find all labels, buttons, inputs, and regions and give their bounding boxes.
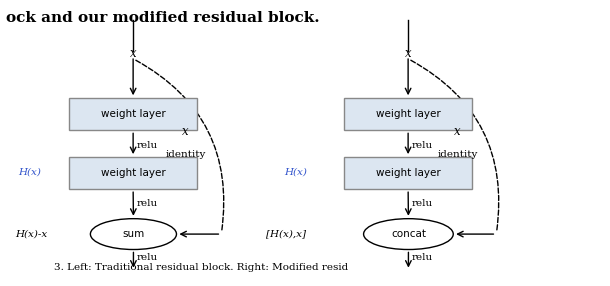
Text: identity: identity (165, 150, 206, 159)
Text: H(x): H(x) (284, 168, 307, 177)
Text: x: x (454, 125, 461, 138)
FancyArrowPatch shape (136, 60, 224, 231)
Text: x: x (130, 47, 137, 60)
Text: x: x (182, 125, 188, 138)
Ellipse shape (364, 219, 453, 249)
Text: weight layer: weight layer (101, 168, 165, 178)
Text: H(x): H(x) (18, 168, 41, 177)
Text: weight layer: weight layer (376, 109, 440, 119)
Text: weight layer: weight layer (376, 168, 440, 178)
Text: relu: relu (411, 253, 432, 262)
Text: sum: sum (123, 229, 145, 239)
FancyArrowPatch shape (411, 60, 499, 231)
Text: relu: relu (137, 199, 157, 208)
Text: [H(x),x]: [H(x),x] (266, 230, 306, 239)
Text: weight layer: weight layer (101, 109, 165, 119)
Text: concat: concat (391, 229, 426, 239)
Text: ock and our modified residual block.: ock and our modified residual block. (6, 11, 320, 25)
Text: identity: identity (437, 150, 478, 159)
Text: relu: relu (411, 199, 432, 208)
Text: relu: relu (411, 141, 432, 150)
FancyBboxPatch shape (69, 98, 198, 130)
FancyBboxPatch shape (344, 157, 472, 189)
FancyBboxPatch shape (69, 157, 198, 189)
FancyBboxPatch shape (344, 98, 472, 130)
Text: relu: relu (137, 141, 157, 150)
Text: 3. Left: Traditional residual block. Right: Modified resid: 3. Left: Traditional residual block. Rig… (54, 263, 348, 272)
Text: relu: relu (137, 253, 157, 262)
Text: x: x (405, 47, 412, 60)
Ellipse shape (90, 219, 176, 249)
Text: H(x)-x: H(x)-x (15, 230, 48, 239)
